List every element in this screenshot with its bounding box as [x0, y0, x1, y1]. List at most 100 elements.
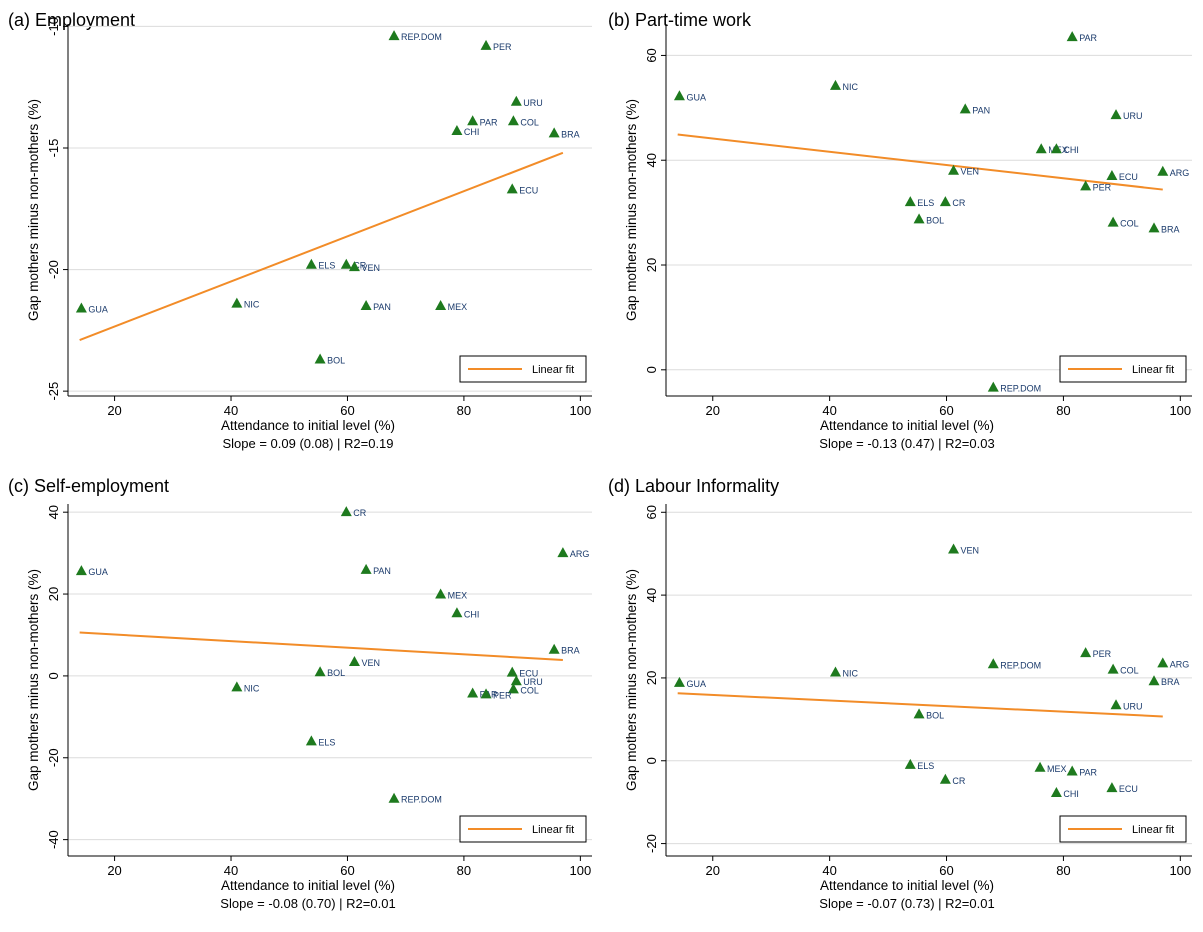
data-point-marker [388, 792, 400, 803]
data-point-label: MEX [448, 302, 468, 312]
data-point-marker [1106, 169, 1118, 180]
data-point-marker [548, 127, 560, 138]
slope-footer: Slope = -0.13 (0.47) | R2=0.03 [819, 436, 994, 451]
data-point-marker [557, 547, 569, 558]
x-tick-label: 20 [107, 403, 121, 418]
y-tick-label: 20 [46, 587, 61, 601]
slope-footer: Slope = 0.09 (0.08) | R2=0.19 [222, 436, 393, 451]
data-point-label: URU [1123, 111, 1143, 121]
data-point-label: NIC [842, 82, 858, 92]
panel-title: (d) Labour Informality [608, 476, 779, 496]
x-tick-label: 100 [1169, 863, 1191, 878]
y-tick-label: -20 [46, 748, 61, 767]
data-point-label: BRA [1161, 677, 1180, 687]
data-point-marker [340, 258, 352, 269]
data-point-marker [506, 183, 518, 194]
data-point-marker [435, 588, 447, 599]
x-tick-label: 20 [706, 403, 720, 418]
data-point-marker [548, 643, 560, 654]
data-point-marker [360, 563, 372, 574]
data-point-label: CR [952, 776, 965, 786]
data-point-label: CR [952, 198, 965, 208]
y-tick-label: -10 [46, 17, 61, 36]
data-point-marker [1110, 699, 1122, 710]
data-point-label: COL [520, 117, 539, 127]
data-point-marker [480, 688, 492, 699]
data-point-label: PER [1093, 182, 1112, 192]
panel-title: (b) Part-time work [608, 10, 752, 30]
data-point-marker [1107, 216, 1119, 227]
data-point-marker [467, 687, 479, 698]
data-point-label: URU [523, 98, 543, 108]
data-point-label: VEN [961, 167, 980, 177]
data-point-label: COL [1120, 219, 1139, 229]
data-point-label: BOL [327, 356, 345, 366]
panel-2: (c) Self-employment 20 40 60 80 100 -40 -20 0 20 4… [8, 476, 592, 911]
data-point-label: PAN [373, 302, 391, 312]
x-tick-label: 60 [340, 863, 354, 878]
data-point-label: CHI [1063, 145, 1079, 155]
data-point-marker [1148, 675, 1160, 686]
data-point-label: ECU [519, 185, 538, 195]
legend-label: Linear fit [532, 824, 574, 836]
panel-0: (a) Employment 20 40 60 80 100 -10 -15 -20 -25 Gap… [8, 10, 592, 451]
data-point-label: GUA [88, 567, 108, 577]
data-point-label: ARG [570, 549, 590, 559]
data-point-marker [314, 353, 326, 364]
data-point-label: PAR [480, 117, 498, 127]
data-point-marker [510, 95, 522, 106]
data-point-label: ELS [318, 737, 335, 747]
data-point-marker [939, 773, 951, 784]
data-point-marker [904, 196, 916, 207]
data-point-label: PAR [1079, 33, 1097, 43]
data-point-marker [435, 300, 447, 311]
data-point-label: REP.DOM [1000, 660, 1041, 670]
data-point-marker [510, 675, 522, 686]
data-point-label: CR [353, 508, 366, 518]
y-tick-label: 40 [644, 153, 659, 167]
data-point-label: PAN [373, 566, 391, 576]
y-tick-label: -20 [46, 260, 61, 279]
data-point-label: ECU [519, 669, 538, 679]
data-point-marker [1034, 761, 1046, 772]
fit-line [79, 151, 564, 342]
data-point-marker [507, 115, 519, 126]
data-point-label: ARG [1170, 168, 1190, 178]
fit-line [79, 631, 563, 661]
x-tick-label: 40 [224, 403, 238, 418]
x-tick-label: 60 [939, 863, 953, 878]
data-point-marker [1106, 782, 1118, 793]
x-tick-label: 80 [1056, 403, 1070, 418]
data-point-label: CHI [1063, 789, 1079, 799]
data-point-marker [904, 758, 916, 769]
data-point-marker [913, 708, 925, 719]
x-tick-label: 40 [822, 403, 836, 418]
data-point-marker [1050, 143, 1062, 154]
data-point-marker [305, 735, 317, 746]
data-point-label: COL [1120, 666, 1139, 676]
data-point-label: MEX [1047, 764, 1067, 774]
data-point-marker [829, 79, 841, 90]
data-point-marker [467, 115, 479, 126]
data-point-marker [348, 655, 360, 666]
x-tick-label: 20 [107, 863, 121, 878]
data-point-label: REP.DOM [401, 795, 442, 805]
data-point-label: BOL [926, 710, 944, 720]
data-point-label: VEN [961, 546, 980, 556]
legend-label: Linear fit [1132, 824, 1174, 836]
data-point-label: BRA [1161, 224, 1180, 234]
y-tick-label: -25 [46, 382, 61, 401]
y-axis-title: Gap mothers minus non-mothers (%) [624, 569, 639, 791]
x-axis-title: Attendance to initial level (%) [820, 878, 994, 893]
y-tick-label: 0 [644, 366, 659, 373]
data-point-marker [1050, 787, 1062, 798]
panel-3: (d) Labour Informality 20 40 60 80 100 -20 0 20 4… [608, 476, 1192, 911]
data-point-marker [913, 213, 925, 224]
data-point-marker [1080, 647, 1092, 658]
data-point-label: NIC [244, 683, 260, 693]
data-point-label: CHI [464, 609, 480, 619]
data-point-label: ECU [1119, 172, 1138, 182]
data-point-label: ECU [1119, 784, 1138, 794]
data-point-marker [231, 297, 243, 308]
data-point-marker [1066, 765, 1078, 776]
